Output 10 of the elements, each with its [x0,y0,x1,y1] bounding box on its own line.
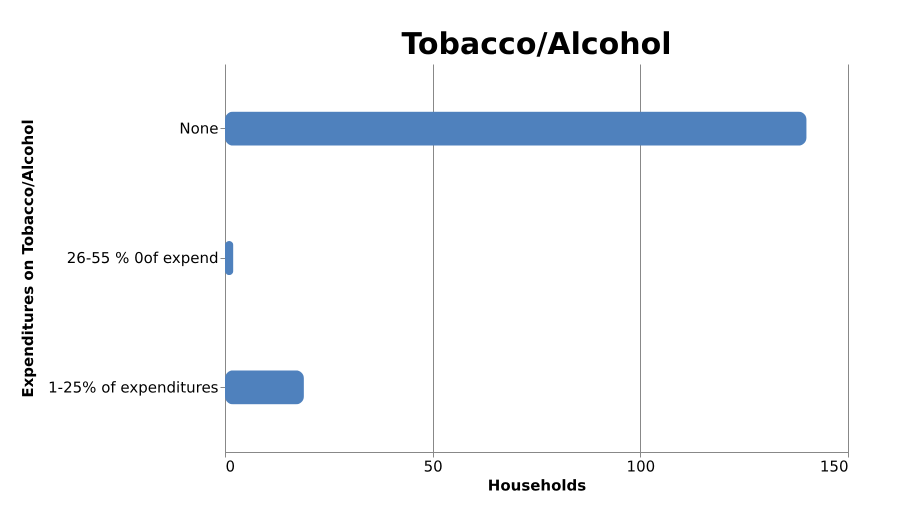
y-tick-label: None [179,120,218,138]
x-tick-label: 0 [226,458,236,476]
x-tick-label: 50 [424,458,443,476]
y-tick-label: 1-25% of expenditures [48,378,219,396]
y-tick-label: 26-55 % 0of expend [66,249,218,267]
chart-title: Tobacco/Alcohol [401,27,672,62]
x-tick-label: 100 [626,458,656,476]
x-tick-label: 150 [820,458,848,476]
y-axis-title: Expenditures on Tobacco/Alcohol [19,119,38,398]
x-axis-title: Households [488,476,586,494]
